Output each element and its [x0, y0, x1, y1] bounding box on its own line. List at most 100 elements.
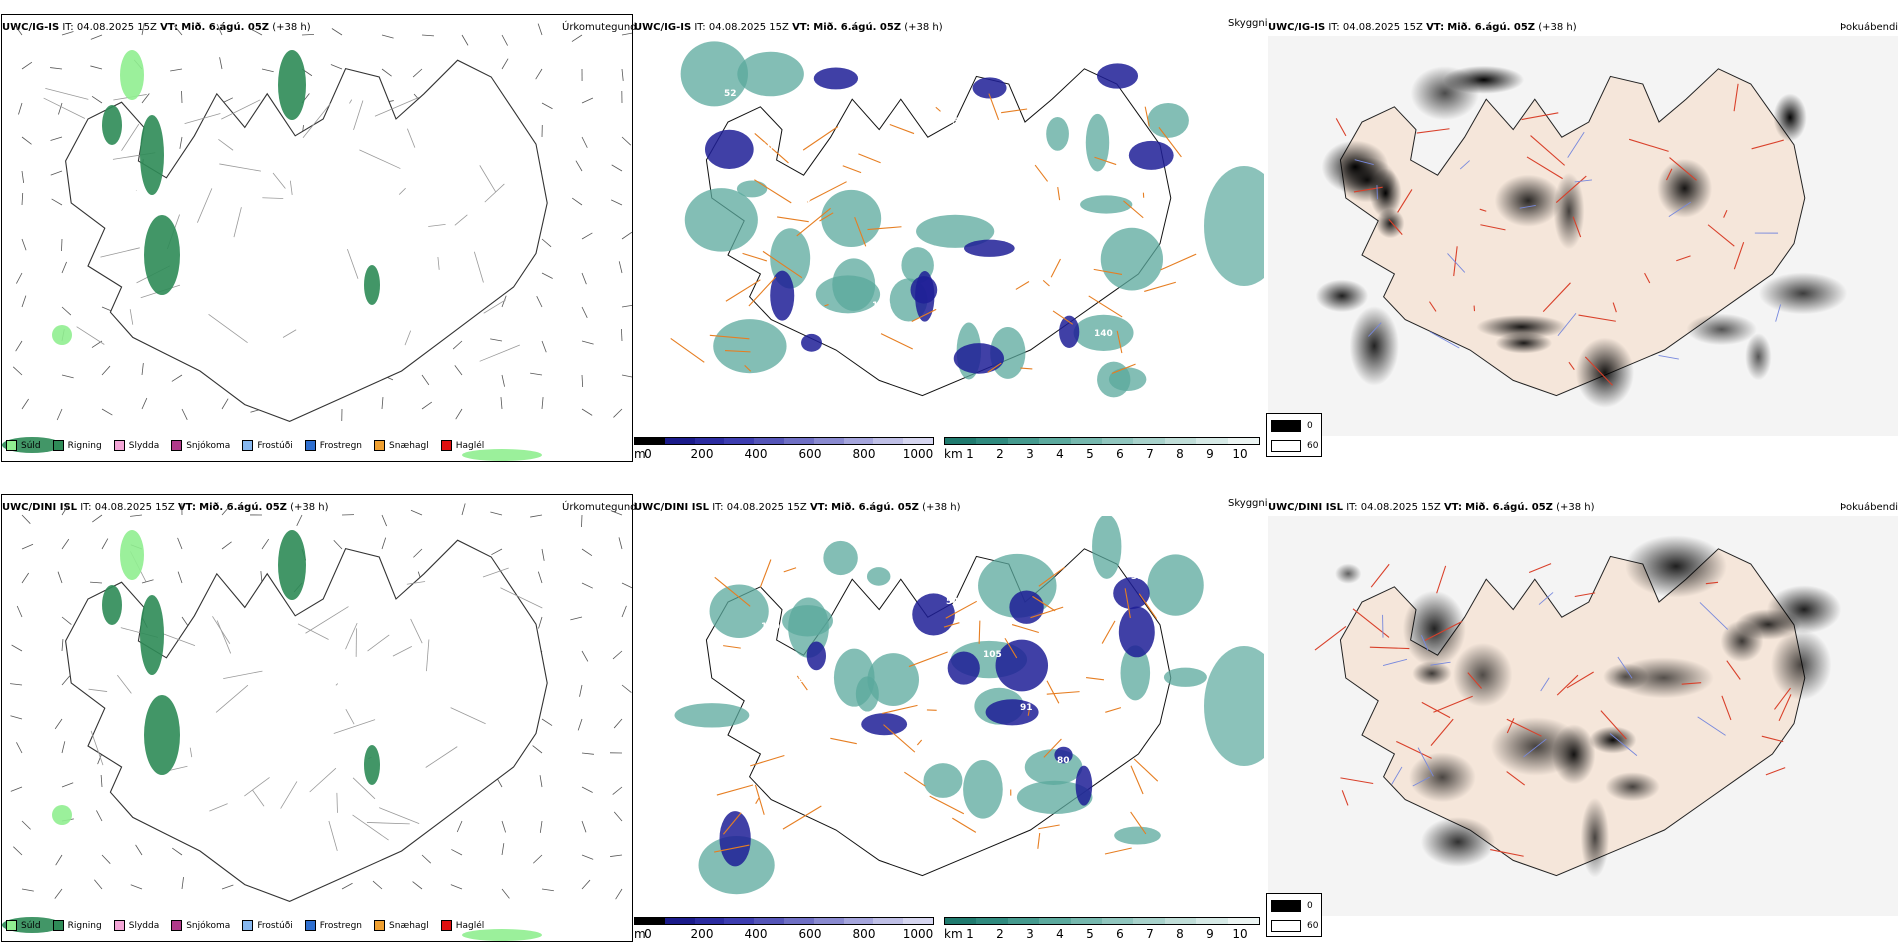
precip-legend-top: Súld Rigning Slydda Snjókoma Frostúði Frostre…: [6, 440, 496, 451]
river-line: [1391, 766, 1403, 785]
road-line: [1644, 272, 1651, 284]
road-line: [889, 123, 915, 135]
wind-barb: [261, 68, 274, 73]
road-line: [1088, 295, 1123, 318]
road-line: [1130, 811, 1147, 835]
river-line: [1699, 602, 1729, 630]
road-line: [367, 634, 390, 652]
wind-barb: [333, 539, 343, 550]
road-line: [709, 334, 750, 340]
wind-barb: [618, 537, 623, 550]
road-line: [1104, 847, 1132, 855]
wind-barb: [541, 102, 553, 110]
colorbar-segment: [903, 438, 933, 444]
road-line: [1314, 626, 1347, 651]
header-top-left: UWC/IG-IS IT: 04.08.2025 15Z VT: Mið. 6.…: [2, 22, 311, 33]
colorbar-segment: [1007, 918, 1040, 924]
precip-legend-label: Súld: [21, 441, 41, 451]
colorbar-tick-label: 7: [1146, 447, 1154, 461]
wind-barb: [621, 32, 632, 36]
header-top-right: UWC/IG-IS IT: 04.08.2025 15Z VT: Mið. 6.…: [1268, 22, 1577, 33]
road-line: [1123, 200, 1144, 219]
precip-legend-item: Frostregn: [304, 920, 363, 931]
road-line: [1778, 694, 1792, 722]
road-line: [484, 183, 505, 203]
road-line: [500, 587, 543, 609]
precip-legend-swatch: [171, 440, 183, 451]
colorbar-tick-label: 5: [1086, 927, 1094, 941]
colorbar-segment: [1164, 918, 1197, 924]
wind-barb: [61, 538, 70, 550]
river-line: [1354, 159, 1374, 165]
visibility-value-label: 110: [1020, 223, 1039, 233]
road-line: [349, 99, 353, 104]
visibility-sea-patch: [1204, 646, 1264, 766]
road-line: [1506, 718, 1515, 734]
precip-legend-label: Frostregn: [319, 921, 363, 931]
wind-barb: [21, 61, 33, 70]
road-line: [723, 645, 741, 649]
wind-barb: [18, 102, 23, 115]
road-line: [1705, 581, 1719, 585]
road-line: [1528, 563, 1552, 574]
precip-patch: [364, 265, 380, 305]
road-line: [197, 188, 213, 223]
road-line: [987, 362, 1002, 373]
precip-legend-item: Súld: [6, 920, 41, 931]
visibility-value-label: 105: [983, 650, 1002, 660]
wind-barb: [11, 644, 23, 652]
road-line: [1416, 128, 1450, 134]
road-line: [1057, 187, 1061, 201]
colorbar-tick-label: 2: [996, 447, 1004, 461]
road-line: [1032, 595, 1056, 612]
road-line: [882, 704, 918, 714]
precip-legend-swatch: [113, 440, 125, 451]
wind-barb: [612, 786, 623, 795]
colorbar-tick-label: 200: [690, 927, 714, 941]
river-line: [1376, 185, 1378, 200]
road-line: [1037, 833, 1041, 849]
visibility-teal-patch: [1163, 667, 1207, 687]
road-line: [252, 789, 265, 807]
wind-barb: [621, 68, 624, 81]
precip-patch: [102, 585, 122, 625]
wind-barb: [219, 57, 223, 70]
road-line: [1396, 740, 1432, 759]
wind-barb: [55, 854, 63, 866]
road-line: [911, 308, 937, 323]
road-line: [1050, 258, 1061, 278]
colorbar-tick-label: 9: [1206, 447, 1214, 461]
wind-barb: [537, 571, 543, 584]
wind-barb: [412, 68, 423, 78]
visibility-value-label: 145: [1168, 625, 1187, 635]
precip-legend-item: Frostúði: [242, 440, 293, 451]
wind-barb: [579, 684, 583, 697]
colorbar-segment: [873, 438, 904, 444]
header-top-mid: UWC/IG-IS IT: 04.08.2025 15Z VT: Mið. 6.…: [634, 22, 943, 33]
fog-legend-swatch: [1271, 920, 1301, 932]
river-line: [1617, 656, 1633, 679]
visibility-low-patch: [995, 639, 1049, 692]
wind-barb: [421, 854, 432, 864]
visibility-m-colorbar: [634, 437, 934, 445]
wind-barb: [450, 884, 463, 890]
colorbar-tick-label: 1000: [902, 447, 934, 461]
colorbar-segment: [945, 438, 977, 444]
colorbar-tick-label: 800: [852, 927, 876, 941]
colorbar-segment: [664, 438, 695, 444]
road-line: [1574, 592, 1596, 598]
river-line: [1382, 658, 1408, 666]
road-line: [1370, 563, 1390, 588]
wind-barb: [412, 881, 423, 890]
wind-barb: [611, 164, 623, 172]
wind-barb: [61, 261, 67, 274]
visibility-value-label: 36: [735, 678, 748, 688]
wind-barb: [501, 820, 507, 833]
precip-legend-swatch: [52, 440, 64, 451]
visibility-low-patch: [1009, 590, 1044, 624]
river-line: [1430, 661, 1451, 666]
wind-barb: [21, 295, 27, 308]
wind-barb: [21, 192, 24, 206]
wind-barb: [581, 548, 593, 557]
wind-barb: [613, 408, 623, 418]
